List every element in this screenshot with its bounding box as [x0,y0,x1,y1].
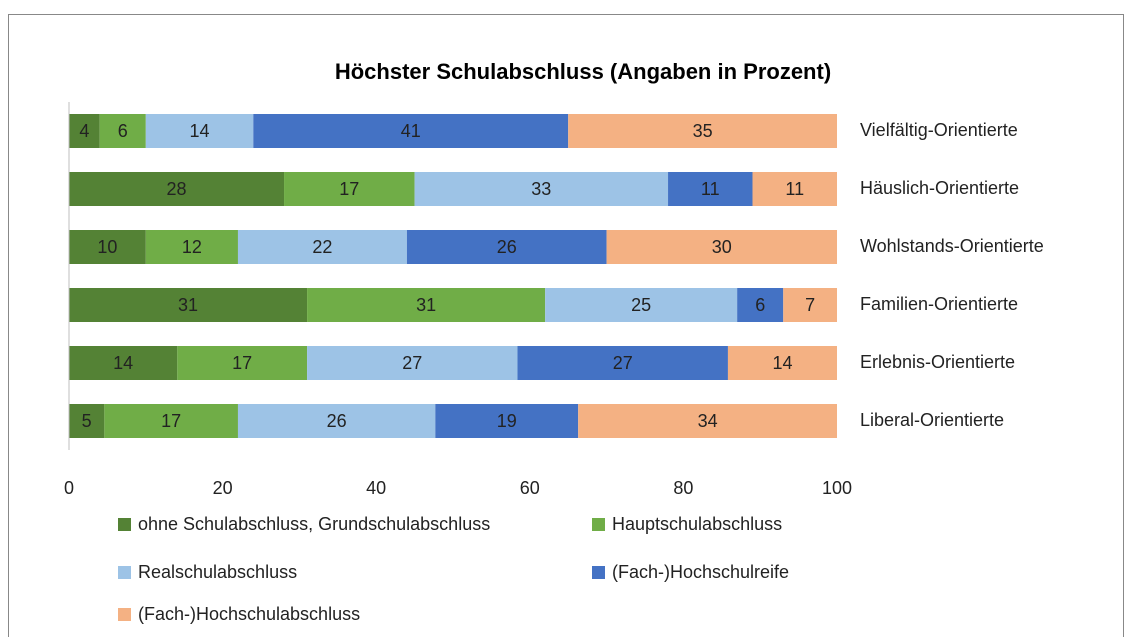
data-label: 10 [97,237,117,257]
category-label: Liberal-Orientierte [860,410,1004,430]
data-label: 12 [182,237,202,257]
chart-frame [8,14,1124,637]
data-label: 11 [701,179,720,199]
data-label: 14 [113,353,133,373]
legend-swatch [592,518,605,531]
bar-segment [253,114,569,148]
bar-segment [668,172,753,206]
bar-segment [69,172,285,206]
bar-segment [104,404,238,438]
data-label: 26 [327,411,347,431]
bar-segment [237,404,436,438]
x-tick-label: 60 [520,478,540,498]
category-label: Erlebnis-Orientierte [860,352,1015,372]
data-label: 7 [805,295,815,315]
data-label: 14 [772,353,792,373]
data-label: 33 [531,179,551,199]
bar-segment [783,288,837,322]
category-label: Häuslich-Orientierte [860,178,1019,198]
bar-segment [145,114,254,148]
bar-segment [69,404,105,438]
legend-swatch [118,566,131,579]
data-label: 31 [416,295,436,315]
legend-swatch [118,608,131,621]
bar-segment [69,114,100,148]
legend-label: (Fach-)Hochschulabschluss [138,604,360,624]
data-label: 19 [497,411,517,431]
chart-title: Höchster Schulabschluss (Angaben in Proz… [335,59,831,84]
bar-segment [307,288,546,322]
bar-segment [69,288,308,322]
bar-segment [69,346,178,380]
data-label: 11 [785,179,804,199]
data-label: 17 [161,411,181,431]
data-label: 17 [232,353,252,373]
bar-segment [145,230,238,264]
data-label: 4 [79,121,89,141]
bar-segment [177,346,308,380]
bar-segment [237,230,407,264]
data-label: 26 [497,237,517,257]
x-tick-label: 0 [64,478,74,498]
legend-swatch [118,518,131,531]
legend-label: (Fach-)Hochschulreife [612,562,789,582]
data-label: 25 [631,295,651,315]
bar-segment [406,230,607,264]
data-label: 31 [178,295,198,315]
legend-label: Hauptschulabschluss [612,514,782,534]
x-tick-label: 40 [366,478,386,498]
bar-segment [545,288,738,322]
bar-segment [414,172,669,206]
data-label: 35 [693,121,713,141]
bar-segment [606,230,837,264]
bar-segment [69,230,146,264]
legend-label: ohne Schulabschluss, Grundschulabschluss [138,514,490,534]
data-label: 30 [712,237,732,257]
data-label: 6 [755,295,765,315]
x-tick-label: 80 [673,478,693,498]
legend-label: Realschulabschluss [138,562,297,582]
bar-segment [578,404,837,438]
bar-segment [517,346,728,380]
category-label: Vielfältig-Orientierte [860,120,1018,140]
x-tick-label: 20 [213,478,233,498]
bar-segment [284,172,415,206]
bar-segment [307,346,518,380]
data-label: 14 [190,121,210,141]
data-label: 22 [312,237,332,257]
bar-segment [99,114,146,148]
bar-segment [568,114,837,148]
x-tick-label: 100 [822,478,852,498]
data-label: 34 [698,411,718,431]
data-label: 27 [402,353,422,373]
legend-swatch [592,566,605,579]
bar-segment [435,404,579,438]
bar-segment [727,346,837,380]
data-label: 5 [82,411,92,431]
bar-segment [737,288,784,322]
data-label: 27 [613,353,633,373]
bar-segment [752,172,837,206]
data-label: 41 [401,121,421,141]
category-label: Wohlstands-Orientierte [860,236,1044,256]
data-label: 6 [118,121,128,141]
category-label: Familien-Orientierte [860,294,1018,314]
data-label: 17 [339,179,359,199]
data-label: 28 [167,179,187,199]
